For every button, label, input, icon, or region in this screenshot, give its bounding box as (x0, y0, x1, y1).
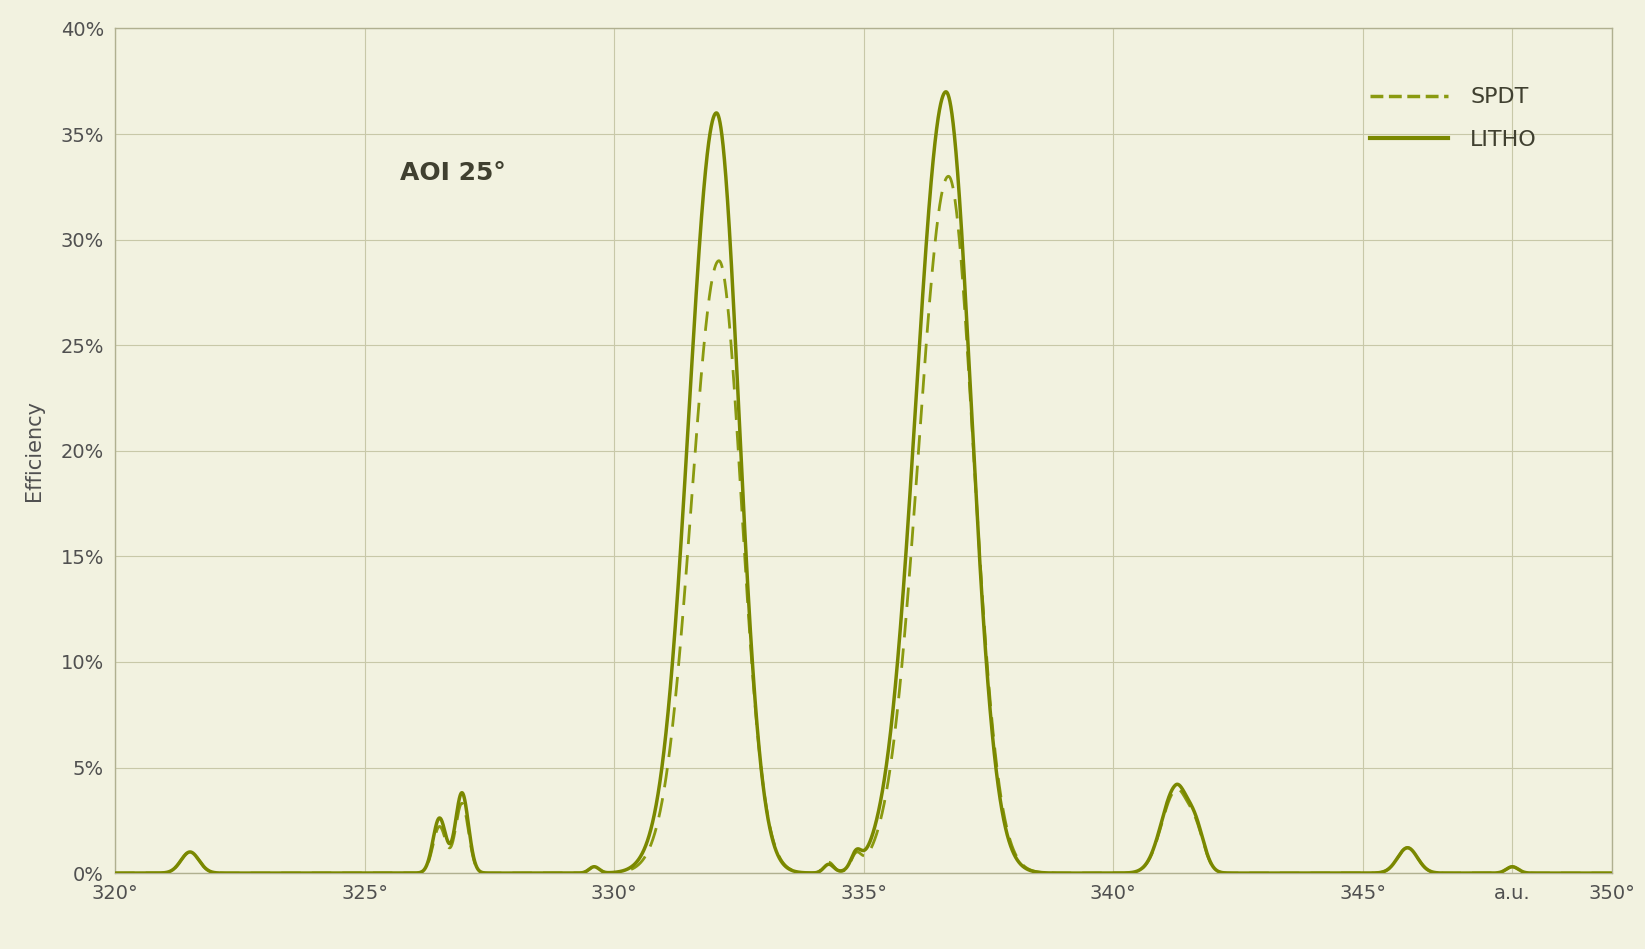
LITHO (434, 821, 454, 832)
LITHO (1403, 846, 1423, 857)
Line: SPDT: SPDT (115, 177, 1612, 873)
SPDT (1602, 867, 1622, 879)
Line: LITHO: LITHO (115, 92, 1612, 873)
SPDT (434, 828, 454, 839)
LITHO (268, 867, 288, 879)
SPDT (268, 867, 288, 879)
LITHO (1602, 867, 1622, 879)
SPDT (1403, 846, 1423, 857)
SPDT (464, 857, 484, 868)
Legend: SPDT, LITHO: SPDT, LITHO (1344, 61, 1563, 177)
SPDT (939, 171, 959, 182)
SPDT (153, 867, 173, 879)
Text: AOI 25°: AOI 25° (400, 161, 505, 185)
LITHO (936, 86, 956, 98)
LITHO (464, 855, 484, 866)
LITHO (897, 533, 916, 545)
LITHO (153, 867, 173, 879)
Y-axis label: Efficiency: Efficiency (25, 400, 44, 501)
LITHO (105, 867, 125, 879)
SPDT (897, 602, 916, 613)
SPDT (105, 867, 125, 879)
